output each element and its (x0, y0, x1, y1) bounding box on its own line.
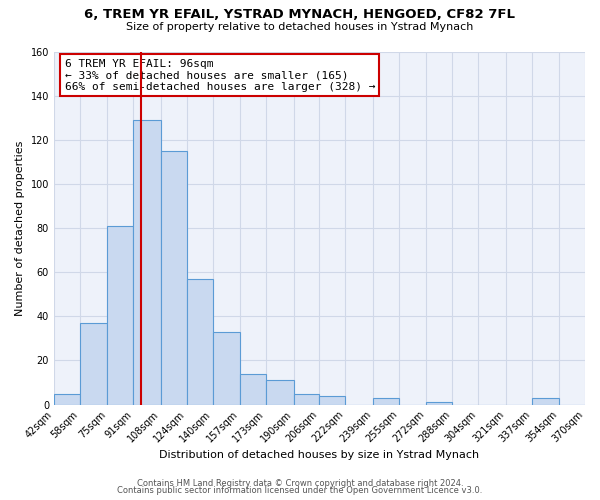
Bar (54, 394, 80, 404)
Bar (532, 398, 559, 404)
Bar (240, 374, 266, 404)
X-axis label: Distribution of detached houses by size in Ystrad Mynach: Distribution of detached houses by size … (160, 450, 479, 460)
Y-axis label: Number of detached properties: Number of detached properties (15, 140, 25, 316)
Text: Contains public sector information licensed under the Open Government Licence v3: Contains public sector information licen… (118, 486, 482, 495)
Bar (373, 398, 399, 404)
Bar (293, 394, 319, 404)
Text: Contains HM Land Registry data © Crown copyright and database right 2024.: Contains HM Land Registry data © Crown c… (137, 478, 463, 488)
Bar (187, 279, 212, 404)
Bar (212, 332, 240, 404)
Text: 6, TREM YR EFAIL, YSTRAD MYNACH, HENGOED, CF82 7FL: 6, TREM YR EFAIL, YSTRAD MYNACH, HENGOED… (85, 8, 515, 20)
Bar (266, 380, 293, 404)
Bar (107, 226, 133, 404)
Bar (133, 120, 161, 405)
Text: 6 TREM YR EFAIL: 96sqm
← 33% of detached houses are smaller (165)
66% of semi-de: 6 TREM YR EFAIL: 96sqm ← 33% of detached… (65, 58, 375, 92)
Bar (319, 396, 346, 404)
Bar (427, 402, 452, 404)
Bar (161, 151, 187, 405)
Text: Size of property relative to detached houses in Ystrad Mynach: Size of property relative to detached ho… (127, 22, 473, 32)
Bar (80, 323, 107, 404)
